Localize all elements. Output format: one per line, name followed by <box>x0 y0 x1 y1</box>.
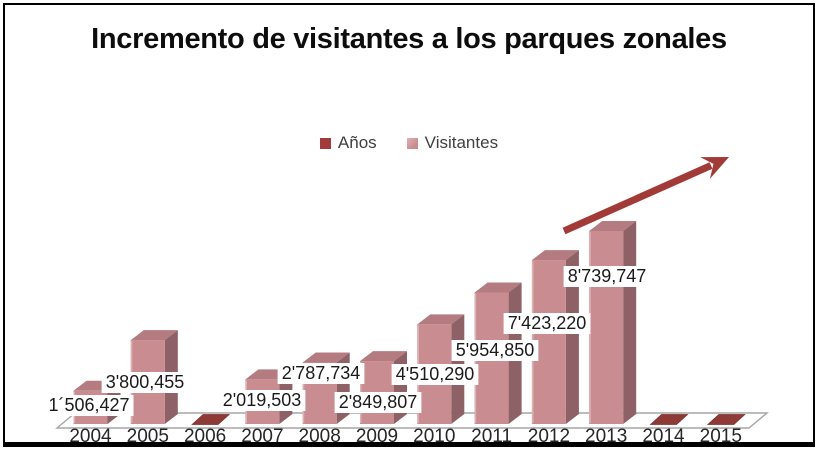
data-label-box-2013 <box>563 266 651 287</box>
x-axis-label-2009: 2009 <box>356 426 398 447</box>
legend-item-anos: Años <box>319 133 377 153</box>
bar-top-2008 <box>302 352 350 363</box>
bar-side-2013 <box>623 221 637 424</box>
bar-top-2011 <box>474 282 522 293</box>
data-label-box-2009 <box>334 392 422 413</box>
data-label-box-2011 <box>451 340 539 361</box>
bar-2013 <box>589 231 624 424</box>
x-axis-label-2015: 2015 <box>700 426 742 447</box>
legend-swatch-visitantes-icon <box>406 137 418 149</box>
data-label-2009: 2'849,807 <box>339 392 418 412</box>
bar-top-2005 <box>130 330 178 341</box>
data-label-2012: 7'423,220 <box>508 313 587 333</box>
x-axis-label-2013: 2013 <box>585 426 627 447</box>
data-label-2011: 5'954,850 <box>456 340 535 360</box>
chart-frame: Incremento de visitantes a los parques z… <box>3 3 815 447</box>
data-label-box-2004 <box>44 395 134 416</box>
data-label-box-2005 <box>101 372 189 393</box>
x-axis-label-2008: 2008 <box>299 426 341 447</box>
data-label-box-2007 <box>218 390 306 411</box>
x-axis-label-2006: 2006 <box>184 426 226 447</box>
data-label-box-2010 <box>391 364 479 385</box>
x-axis-label-2014: 2014 <box>642 426 685 447</box>
bar-top-2009 <box>360 351 407 362</box>
chart-title: Incremento de visitantes a los parques z… <box>91 23 727 55</box>
data-label-2008: 2'787,734 <box>282 363 361 383</box>
bar-top-2010 <box>417 314 465 325</box>
bar-top-2012 <box>531 250 579 261</box>
data-label-2005: 3'800,455 <box>106 372 185 392</box>
x-axis-label-2007: 2007 <box>241 426 283 447</box>
x-axis-label-2012: 2012 <box>528 426 570 447</box>
data-label-2013: 8'739,747 <box>568 266 647 286</box>
x-axis-label-2005: 2005 <box>127 426 169 447</box>
trend-arrow <box>562 162 713 235</box>
data-label-2007: 2'019,503 <box>223 390 302 410</box>
x-axis-label-2004: 2004 <box>69 426 112 447</box>
data-label-box-2012 <box>503 313 591 334</box>
bar-side-2012 <box>565 250 579 424</box>
data-label-box-2008 <box>277 363 365 384</box>
legend-item-visitantes: Visitantes <box>406 133 499 153</box>
bar-side-2009 <box>394 351 407 424</box>
legend-label-anos: Años <box>337 133 377 152</box>
legend-label-visitantes: Visitantes <box>424 133 499 152</box>
legend-swatch-anos-icon <box>319 137 331 149</box>
legend: Años Visitantes <box>5 133 813 153</box>
anos-pad-2015 <box>706 414 746 425</box>
anos-pad-2006 <box>191 414 231 425</box>
plot-area: 1´506,427 3'800,455 2'019,503 2'787,734 2'84… <box>44 157 769 447</box>
trend-arrow-head-icon <box>700 157 729 179</box>
bar-top-2013 <box>589 221 637 231</box>
anos-pad-2014 <box>649 414 689 425</box>
x-axis-label-2011: 2011 <box>471 426 512 447</box>
x-axis-label-2010: 2010 <box>413 426 455 447</box>
data-label-2010: 4'510,290 <box>396 364 475 384</box>
data-label-2004: 1´506,427 <box>48 395 129 415</box>
